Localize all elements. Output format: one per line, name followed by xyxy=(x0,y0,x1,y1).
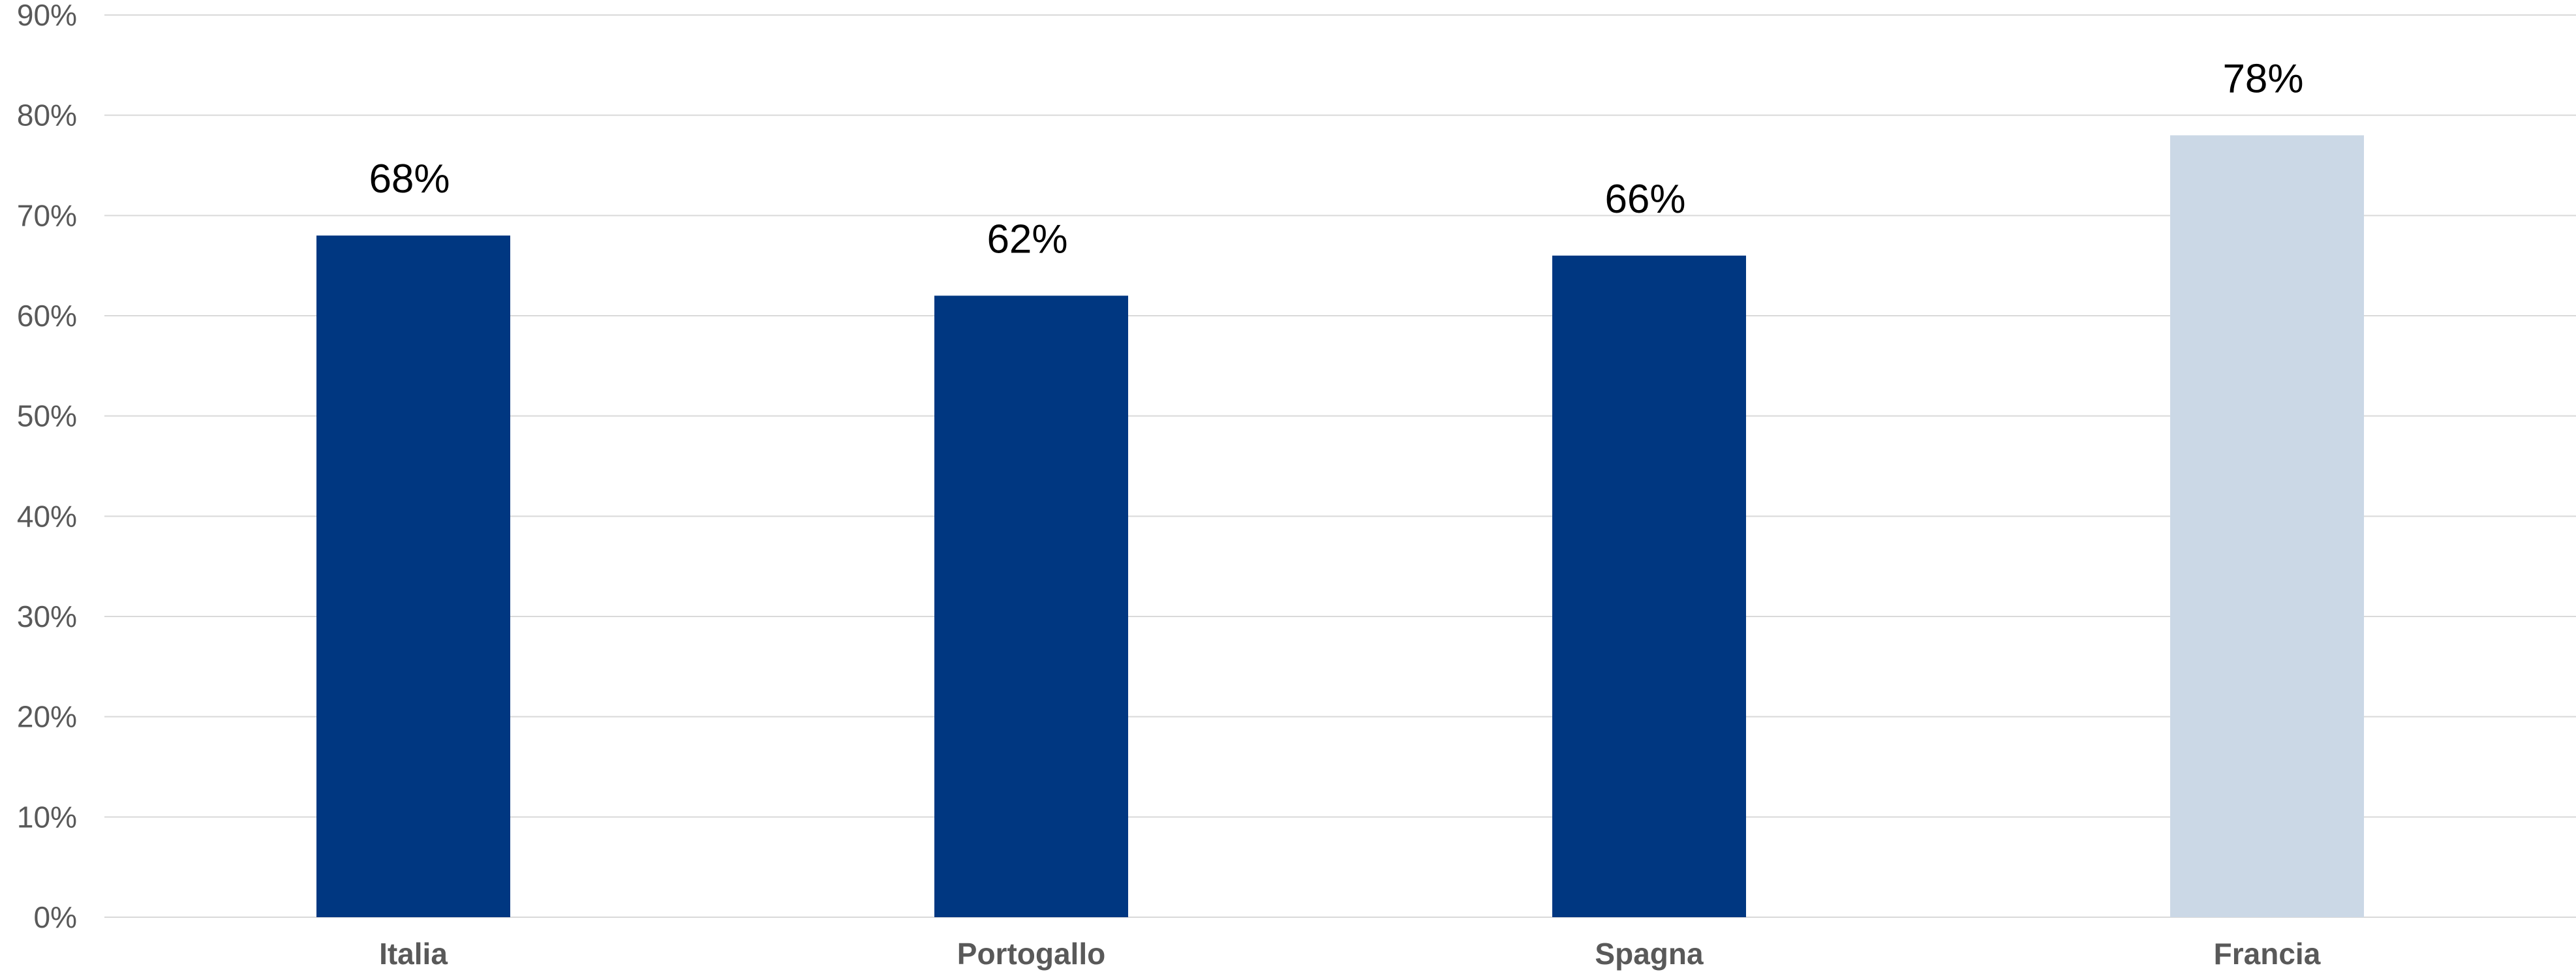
y-tick-label: 0% xyxy=(34,900,77,934)
data-label-francia: 78% xyxy=(2222,56,2303,101)
bar-francia xyxy=(2170,135,2364,917)
data-label-spagna: 66% xyxy=(1604,177,1685,222)
y-tick-label: 70% xyxy=(17,198,77,232)
data-labels: 68% 62% 66% 78% xyxy=(369,56,2303,262)
y-tick-label: 50% xyxy=(17,399,77,433)
x-category-label-portogallo: Portogallo xyxy=(957,937,1105,971)
y-tick-label: 40% xyxy=(17,499,77,533)
x-axis-category-labels: Italia Portogallo Spagna Francia xyxy=(379,937,2321,971)
y-tick-label: 30% xyxy=(17,600,77,633)
x-category-label-italia: Italia xyxy=(379,937,448,971)
gridlines xyxy=(104,14,2576,918)
bars xyxy=(316,135,2364,918)
bar-portogallo xyxy=(934,296,1128,917)
data-label-italia: 68% xyxy=(369,157,450,202)
y-tick-label: 60% xyxy=(17,299,77,333)
bar-italia xyxy=(316,235,510,918)
y-tick-label: 20% xyxy=(17,700,77,734)
y-axis-tick-labels: 0% 10% 20% 30% 40% 50% 60% 70% 80% 90% xyxy=(17,0,77,934)
y-tick-label: 90% xyxy=(17,0,77,32)
y-tick-label: 10% xyxy=(17,800,77,834)
data-label-portogallo: 62% xyxy=(987,217,1067,262)
x-category-label-spagna: Spagna xyxy=(1595,937,1704,971)
x-category-label-francia: Francia xyxy=(2214,937,2321,971)
bar-spagna xyxy=(1552,255,1746,917)
y-tick-label: 80% xyxy=(17,99,77,132)
